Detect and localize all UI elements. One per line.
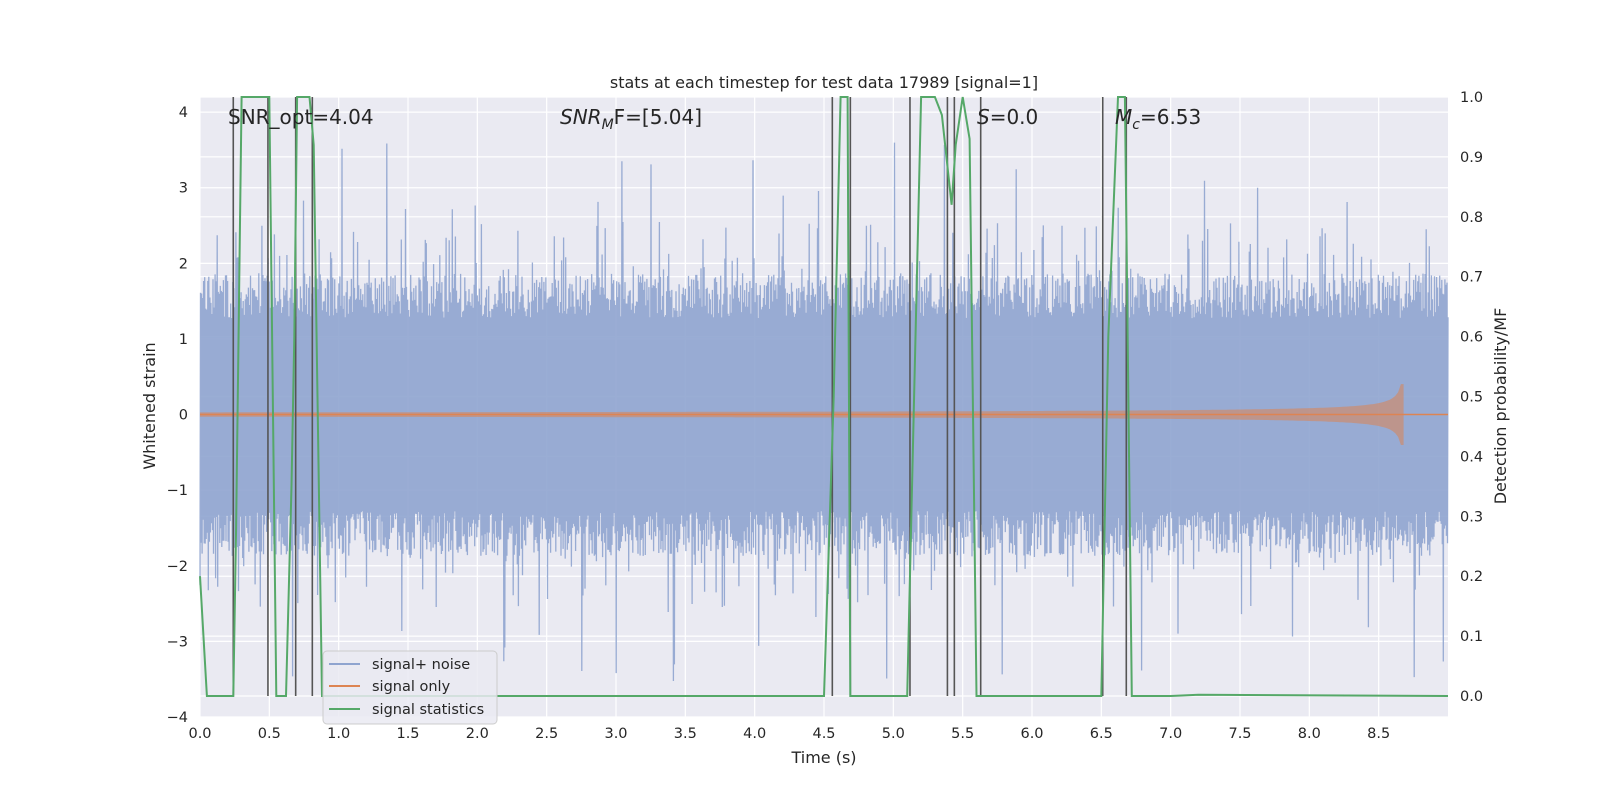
x-tick-label-2: 1.0	[327, 726, 350, 742]
right-y-tick-label-6: 0.4	[1460, 449, 1483, 465]
x-tick-label-14: 7.0	[1159, 726, 1182, 742]
mc-sub: c	[1132, 117, 1140, 133]
signal-only-series	[200, 384, 1448, 445]
legend-box	[322, 650, 498, 725]
left-y-tick-label-1: 3	[179, 181, 188, 197]
signal-noise-line	[199, 142, 1449, 682]
mc-main: M	[1115, 105, 1132, 129]
left-y-tick-label-2: 2	[179, 256, 188, 272]
signal-statistics-line	[199, 96, 1449, 697]
chart-title: stats at each timestep for test data 179…	[610, 73, 1038, 92]
right-y-tick-label-7: 0.3	[1460, 509, 1483, 525]
x-tick-label-17: 8.5	[1367, 726, 1390, 742]
signal-statistics-series	[199, 96, 1449, 697]
s-label: S	[977, 105, 990, 129]
left-y-tick-label-8: −4	[167, 710, 188, 726]
right-y-tick-label-0: 1.0	[1460, 90, 1483, 106]
legend-label-signal-noise: signal+ noise	[372, 657, 470, 673]
x-tick-label-1: 0.5	[258, 726, 281, 742]
s-annotation: S=0.0	[977, 105, 1038, 129]
x-tick-label-6: 3.0	[604, 726, 627, 742]
right-y-tick-label-9: 0.1	[1460, 629, 1483, 645]
right-y-tick-label-8: 0.2	[1460, 569, 1483, 585]
left-y-tick-label-4: 0	[179, 408, 188, 424]
x-tick-label-13: 6.5	[1090, 726, 1113, 742]
snr-mf-rest: F=[5.04]	[614, 105, 702, 129]
legend-label-signal-statistics: signal statistics	[372, 702, 484, 718]
left-y-tick-label-0: 4	[179, 105, 188, 121]
snr-mf-main: SNR	[560, 105, 602, 129]
x-tick-label-10: 5.0	[882, 726, 905, 742]
x-tick-label-0: 0.0	[188, 726, 211, 742]
right-y-tick-label-4: 0.6	[1460, 330, 1483, 346]
right-y-tick-label-1: 0.9	[1460, 150, 1483, 166]
x-tick-label-5: 2.5	[535, 726, 558, 742]
legend: signal+ noise signal only signal statist…	[322, 650, 498, 725]
right-y-tick-label-3: 0.7	[1460, 270, 1483, 286]
mc-annotation: Mc=6.53	[1115, 105, 1201, 133]
left-y-tick-label-6: −2	[167, 559, 188, 575]
mc-value: =6.53	[1140, 105, 1201, 129]
right-y-tick-label-2: 0.8	[1460, 210, 1483, 226]
x-tick-label-12: 6.0	[1020, 726, 1043, 742]
x-tick-label-8: 4.0	[743, 726, 766, 742]
right-y-tick-label-10: 0.0	[1460, 689, 1483, 705]
left-y-tick-labels: 4 3 2 1 0 −1 −2 −3 −4	[167, 105, 188, 726]
left-y-tick-label-7: −3	[167, 634, 188, 650]
right-y-tick-labels: 1.0 0.9 0.8 0.7 0.6 0.5 0.4 0.3 0.2 0.1 0.0	[1460, 90, 1483, 705]
x-tick-label-11: 5.5	[951, 726, 974, 742]
x-tick-label-3: 1.5	[396, 726, 419, 742]
right-y-tick-label-5: 0.5	[1460, 390, 1483, 406]
x-axis-label: Time (s)	[790, 748, 856, 767]
signal-noise-series	[199, 142, 1449, 682]
snr-opt-annotation: SNR_opt=4.04	[228, 105, 374, 129]
legend-label-signal-only: signal only	[372, 679, 451, 695]
x-tick-label-9: 4.5	[812, 726, 835, 742]
x-tick-label-4: 2.0	[466, 726, 489, 742]
snr-mf-annotation: SNRMF=[5.04]	[560, 105, 702, 133]
left-y-tick-label-5: −1	[167, 483, 188, 499]
left-y-axis-label: Whitened strain	[140, 342, 159, 469]
x-tick-label-16: 8.0	[1298, 726, 1321, 742]
left-y-tick-label-3: 1	[179, 332, 188, 348]
x-tick-label-7: 3.5	[674, 726, 697, 742]
s-value: =0.0	[990, 105, 1039, 129]
x-tick-label-15: 7.5	[1228, 726, 1251, 742]
right-y-axis-label: Detection probability/MF	[1491, 308, 1510, 505]
snr-mf-sub: M	[602, 117, 614, 133]
x-tick-labels: 0.0 0.5 1.0 1.5 2.0 2.5 3.0 3.5 4.0 4.5 5.0 5.5 6.0 6…	[188, 726, 1390, 742]
